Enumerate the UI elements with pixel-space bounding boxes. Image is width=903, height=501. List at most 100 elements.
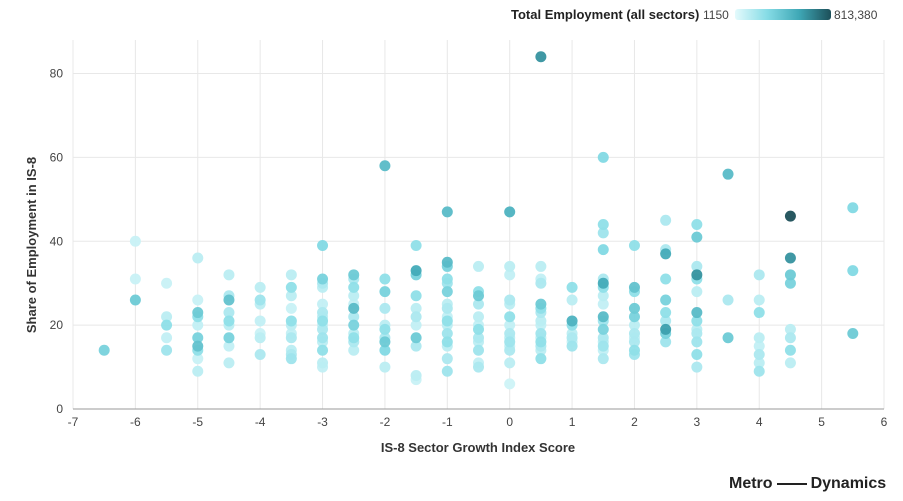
data-point[interactable]: [784, 323, 796, 335]
data-point[interactable]: [722, 168, 734, 180]
data-point[interactable]: [597, 298, 609, 310]
data-point[interactable]: [192, 252, 204, 264]
data-point[interactable]: [753, 332, 765, 344]
data-point[interactable]: [504, 206, 516, 218]
data-point[interactable]: [441, 353, 453, 365]
data-point[interactable]: [254, 332, 266, 344]
data-point[interactable]: [566, 294, 578, 306]
data-point[interactable]: [597, 151, 609, 163]
data-point[interactable]: [98, 344, 110, 356]
data-point[interactable]: [691, 269, 703, 281]
data-point[interactable]: [192, 365, 204, 377]
data-point[interactable]: [441, 206, 453, 218]
data-point[interactable]: [753, 365, 765, 377]
data-point[interactable]: [410, 302, 422, 314]
data-point[interactable]: [504, 336, 516, 348]
data-point[interactable]: [753, 340, 765, 352]
data-point[interactable]: [691, 336, 703, 348]
data-point[interactable]: [192, 319, 204, 331]
data-point[interactable]: [192, 353, 204, 365]
data-point[interactable]: [784, 252, 796, 264]
data-point[interactable]: [441, 286, 453, 298]
data-point[interactable]: [223, 294, 235, 306]
data-point[interactable]: [628, 336, 640, 348]
data-point[interactable]: [753, 357, 765, 369]
data-point[interactable]: [441, 256, 453, 268]
data-point[interactable]: [441, 336, 453, 348]
data-point[interactable]: [379, 323, 391, 335]
data-point[interactable]: [348, 269, 360, 281]
data-point[interactable]: [597, 244, 609, 256]
data-point[interactable]: [535, 353, 547, 365]
data-point[interactable]: [161, 344, 173, 356]
data-point[interactable]: [535, 51, 547, 63]
data-point[interactable]: [473, 298, 484, 310]
data-point[interactable]: [410, 311, 422, 323]
data-point[interactable]: [192, 307, 204, 319]
data-point[interactable]: [161, 319, 173, 331]
data-point[interactable]: [504, 357, 516, 369]
data-point[interactable]: [410, 290, 422, 302]
data-point[interactable]: [161, 277, 173, 289]
data-point[interactable]: [504, 311, 516, 323]
data-point[interactable]: [784, 344, 796, 356]
data-point[interactable]: [317, 273, 329, 285]
data-point[interactable]: [504, 260, 516, 272]
data-point[interactable]: [348, 332, 360, 344]
data-point[interactable]: [348, 311, 360, 323]
data-point[interactable]: [660, 294, 672, 306]
data-point[interactable]: [660, 248, 672, 260]
data-point[interactable]: [473, 311, 484, 323]
data-point[interactable]: [441, 302, 453, 314]
data-point[interactable]: [691, 348, 703, 360]
data-point[interactable]: [410, 239, 422, 251]
data-point[interactable]: [535, 315, 547, 327]
data-point[interactable]: [504, 328, 516, 340]
data-point[interactable]: [722, 332, 734, 344]
data-point[interactable]: [628, 239, 640, 251]
data-point[interactable]: [285, 315, 297, 327]
data-point[interactable]: [410, 265, 422, 277]
data-point[interactable]: [317, 344, 329, 356]
data-point[interactable]: [348, 281, 360, 293]
data-point[interactable]: [691, 328, 703, 340]
data-point[interactable]: [441, 365, 453, 377]
data-point[interactable]: [691, 307, 703, 319]
data-point[interactable]: [691, 286, 703, 298]
data-point[interactable]: [535, 260, 547, 272]
data-point[interactable]: [504, 319, 516, 331]
data-point[interactable]: [660, 307, 672, 319]
data-point[interactable]: [254, 348, 266, 360]
data-point[interactable]: [566, 332, 578, 344]
data-point[interactable]: [628, 328, 640, 340]
data-point[interactable]: [597, 219, 609, 230]
data-point[interactable]: [223, 357, 235, 369]
data-point[interactable]: [223, 307, 235, 319]
data-point[interactable]: [504, 378, 516, 390]
data-point[interactable]: [223, 340, 235, 352]
data-point[interactable]: [441, 315, 453, 327]
data-point[interactable]: [691, 231, 703, 243]
data-point[interactable]: [285, 290, 297, 302]
data-point[interactable]: [597, 277, 609, 289]
data-point[interactable]: [285, 332, 297, 344]
data-point[interactable]: [379, 344, 391, 356]
data-point[interactable]: [535, 328, 547, 340]
data-point[interactable]: [285, 302, 297, 314]
data-point[interactable]: [379, 286, 391, 298]
data-point[interactable]: [535, 298, 547, 310]
data-point[interactable]: [348, 302, 360, 314]
data-point[interactable]: [379, 273, 391, 285]
data-point[interactable]: [566, 281, 578, 293]
data-point[interactable]: [847, 265, 859, 277]
data-point[interactable]: [129, 235, 141, 247]
data-point[interactable]: [441, 273, 453, 285]
data-point[interactable]: [129, 273, 141, 285]
data-point[interactable]: [753, 269, 765, 281]
data-point[interactable]: [192, 294, 204, 306]
data-point[interactable]: [628, 344, 640, 356]
data-point[interactable]: [161, 332, 173, 344]
data-point[interactable]: [317, 298, 329, 310]
data-point[interactable]: [254, 315, 266, 327]
data-point[interactable]: [784, 332, 796, 344]
